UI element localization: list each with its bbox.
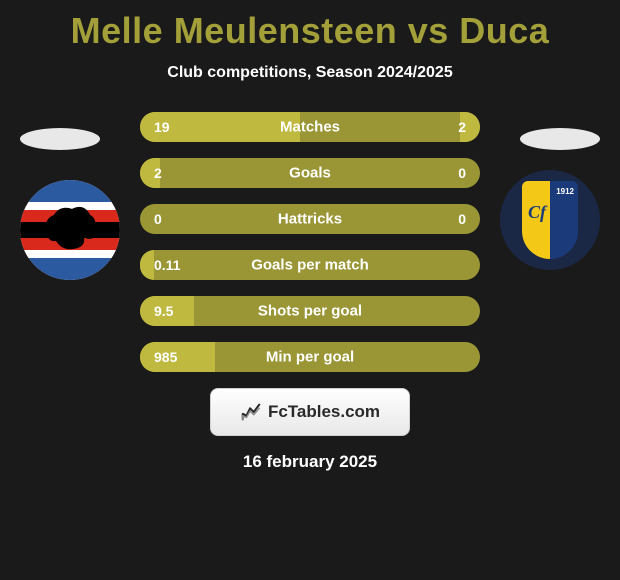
branding-text: FcTables.com: [268, 402, 380, 422]
stat-label: Hattricks: [278, 211, 342, 228]
stat-bar-fill-left: [140, 342, 215, 372]
page-title: Melle Meulensteen vs Duca: [0, 0, 620, 52]
stat-row: 19 2 Matches: [140, 112, 480, 142]
stat-left-value: 2: [154, 165, 162, 181]
stat-left-value: 985: [154, 349, 177, 365]
stat-right-value: 0: [458, 211, 466, 227]
stat-left-value: 0.11: [154, 257, 180, 273]
stat-left-value: 0: [154, 211, 162, 227]
stat-row: 2 0 Goals: [140, 158, 480, 188]
stat-left-value: 9.5: [154, 303, 173, 319]
stat-right-value: 2: [458, 119, 466, 135]
stat-label: Shots per goal: [258, 303, 362, 320]
stat-label: Matches: [280, 119, 340, 136]
stat-left-value: 19: [154, 119, 170, 135]
chart-icon: [240, 401, 262, 423]
stat-label: Goals per match: [251, 257, 369, 274]
stat-right-value: 0: [458, 165, 466, 181]
date-text: 16 february 2025: [0, 452, 620, 472]
branding-badge: FcTables.com: [210, 388, 410, 436]
stat-row: 985 Min per goal: [140, 342, 480, 372]
stats-container: 19 2 Matches 2 0 Goals 0 0 Hattricks 0.11 Goals pe…: [0, 112, 620, 472]
subtitle: Club competitions, Season 2024/2025: [0, 64, 620, 82]
stat-row: 0 0 Hattricks: [140, 204, 480, 234]
stat-bar-fill-left: [140, 250, 154, 280]
stat-label: Min per goal: [266, 349, 354, 366]
stat-row: 9.5 Shots per goal: [140, 296, 480, 326]
stat-label: Goals: [289, 165, 331, 182]
stat-row: 0.11 Goals per match: [140, 250, 480, 280]
